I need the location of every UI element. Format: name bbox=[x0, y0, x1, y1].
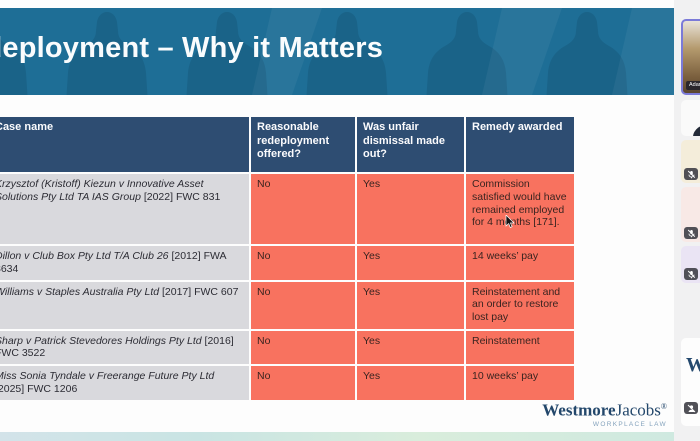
column-header-case-name: Case name bbox=[0, 117, 249, 172]
mic-off-icon bbox=[687, 229, 695, 237]
case-citation: [2017] FWC 607 bbox=[162, 285, 239, 298]
redeployment-cell: No bbox=[251, 174, 355, 244]
case-name-cell: Williams v Staples Australia Pty Ltd [20… bbox=[0, 281, 249, 329]
table-row: Krzysztof (Kristoff) Kiezun v Innovative… bbox=[0, 174, 574, 244]
firm-logo: WestmoreJacobs® WORKPLACE LAW bbox=[542, 398, 667, 428]
participant-video-camera-off[interactable]: W bbox=[681, 338, 700, 426]
participant-video[interactable] bbox=[681, 140, 700, 183]
table-header-row: Case name Reasonable redeployment offere… bbox=[0, 117, 574, 172]
registered-mark-icon: ® bbox=[660, 402, 667, 411]
participant-video[interactable] bbox=[681, 246, 700, 283]
mic-off-icon bbox=[687, 170, 695, 178]
person-silhouette bbox=[693, 124, 700, 136]
camera-off-badge bbox=[684, 402, 698, 414]
case-name-cell: Miss Sonia Tyndale v Freerange Future Pt… bbox=[0, 366, 249, 400]
presentation-slide: Redeployment – Why it Matters Case name … bbox=[0, 8, 674, 441]
redeployment-cell: No bbox=[251, 366, 355, 400]
unfair-dismissal-cell: Yes bbox=[357, 281, 464, 329]
mic-off-icon bbox=[687, 270, 695, 278]
case-name-cell: Dillon v Club Box Pty Ltd T/A Club 26 [2… bbox=[0, 246, 249, 280]
logo-jacobs: Jacobs bbox=[615, 400, 661, 420]
mic-off-badge bbox=[684, 168, 698, 180]
participant-initial: W bbox=[686, 354, 700, 376]
case-citation: [2016] FWC 3522 bbox=[0, 334, 234, 360]
mannequin-pattern-icon bbox=[0, 8, 674, 95]
column-header-unfair-dismissal: Was unfair dismissal made out? bbox=[357, 117, 464, 172]
remedy-cell: Commission satisfied would have remained… bbox=[466, 174, 574, 244]
slide-title-band: Redeployment – Why it Matters bbox=[0, 8, 674, 95]
table-row: Sharp v Patrick Stevedores Holdings Pty … bbox=[0, 330, 574, 365]
table-row: Williams v Staples Australia Pty Ltd [20… bbox=[0, 281, 574, 329]
column-header-remedy: Remedy awarded bbox=[466, 117, 574, 172]
unfair-dismissal-cell: Yes bbox=[357, 366, 464, 400]
cursor-arrow-icon bbox=[505, 214, 515, 228]
firm-logo-tagline: WORKPLACE LAW bbox=[592, 420, 667, 428]
remedy-cell: 14 weeks’ pay bbox=[466, 246, 574, 280]
mouse-cursor bbox=[505, 214, 517, 234]
case-citation: [2025] FWC 1206 bbox=[0, 382, 78, 395]
logo-westmore: Westmore bbox=[542, 400, 616, 420]
column-header-redeployment: Reasonable redeployment offered? bbox=[251, 117, 355, 172]
redeployment-cell: No bbox=[251, 330, 355, 365]
mic-off-badge bbox=[684, 268, 698, 280]
unfair-dismissal-cell: Yes bbox=[357, 174, 464, 244]
remedy-cell: Reinstatement bbox=[466, 330, 574, 365]
case-citation: [2012] FWA 8634 bbox=[0, 250, 226, 275]
remedy-cell: 10 weeks’ pay bbox=[466, 366, 574, 400]
meeting-participants-sidebar: Adam bbox=[674, 0, 700, 441]
participant-video[interactable] bbox=[681, 187, 700, 242]
table-row: Dillon v Club Box Pty Ltd T/A Club 26 [2… bbox=[0, 246, 574, 280]
participant-video[interactable] bbox=[681, 100, 700, 136]
case-name-cell: Sharp v Patrick Stevedores Holdings Pty … bbox=[0, 330, 249, 365]
participant-video-active-speaker[interactable]: Adam bbox=[681, 19, 700, 95]
unfair-dismissal-cell: Yes bbox=[357, 330, 464, 365]
firm-logo-wordmark: WestmoreJacobs® bbox=[542, 398, 667, 420]
slide-footer-strip bbox=[0, 432, 674, 441]
table-row: Miss Sonia Tyndale v Freerange Future Pt… bbox=[0, 366, 574, 400]
case-name-cell: Krzysztof (Kristoff) Kiezun v Innovative… bbox=[0, 174, 249, 244]
case-citation: [2022] FWC 831 bbox=[143, 190, 221, 203]
case-table: Case name Reasonable redeployment offere… bbox=[0, 115, 576, 402]
unfair-dismissal-cell: Yes bbox=[357, 246, 464, 280]
slide-title: Redeployment – Why it Matters bbox=[0, 32, 384, 64]
redeployment-cell: No bbox=[251, 281, 355, 329]
redeployment-cell: No bbox=[251, 246, 355, 280]
remedy-cell: Reinstatement and an order to restore lo… bbox=[466, 281, 574, 329]
mic-off-badge bbox=[684, 227, 698, 239]
participant-name-badge: Adam bbox=[686, 81, 700, 90]
person-off-icon bbox=[687, 404, 695, 412]
